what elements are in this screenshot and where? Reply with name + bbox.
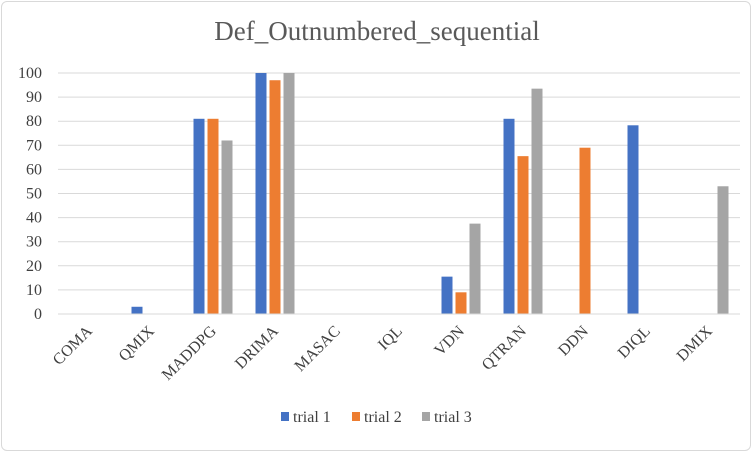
chart-title: Def_Outnumbered_sequential xyxy=(214,16,539,46)
y-tick-label: 90 xyxy=(26,89,42,106)
bar-vdn-trial-3 xyxy=(469,223,481,314)
y-tick-label: 10 xyxy=(26,282,42,299)
x-category-label: DDN xyxy=(555,322,592,359)
bar-qmix-trial-1 xyxy=(131,306,143,314)
x-category-label: DRIMA xyxy=(232,322,282,372)
legend-swatch-trial-3 xyxy=(422,412,430,421)
y-tick-label: 50 xyxy=(26,186,42,203)
x-category-label: QMIX xyxy=(116,322,159,365)
x-category-label: MASAC xyxy=(292,323,344,375)
y-tick-label: 80 xyxy=(26,113,42,130)
bar-maddpg-trial-1 xyxy=(193,118,205,314)
x-category-label: IQL xyxy=(375,323,406,354)
y-tick-label: 60 xyxy=(26,161,42,178)
bar-diql-trial-1 xyxy=(627,125,639,314)
bar-drima-trial-3 xyxy=(283,73,295,314)
x-axis-labels: COMA QMIX MADDPG DRIMA MASAC IQL VDN QTRAN DDN DI… xyxy=(50,322,716,383)
x-category-label: DMIX xyxy=(674,322,717,365)
y-tick-label: 30 xyxy=(26,234,42,251)
y-tick-label: 70 xyxy=(26,137,42,154)
y-axis-ticks: 0 10 20 30 40 50 60 70 80 90 100 xyxy=(18,65,42,323)
bar-maddpg-trial-3 xyxy=(221,140,233,314)
x-category-label: COMA xyxy=(50,322,96,368)
bar-dmix-trial-3 xyxy=(717,186,729,314)
bar-maddpg-trial-2 xyxy=(207,118,219,314)
bar-vdn-trial-1 xyxy=(441,276,453,314)
legend-label: trial 1 xyxy=(293,409,331,426)
x-category-label: VDN xyxy=(431,322,468,359)
y-tick-label: 0 xyxy=(34,306,42,323)
grid-lines xyxy=(58,72,740,291)
bar-qtran-trial-2 xyxy=(517,156,529,314)
bar-qtran-trial-1 xyxy=(503,118,515,314)
legend-label: trial 2 xyxy=(364,409,402,426)
bar-drima-trial-2 xyxy=(269,80,281,314)
bar-ddn-trial-2 xyxy=(579,147,591,314)
bar-vdn-trial-2 xyxy=(455,292,467,314)
legend-label: trial 3 xyxy=(434,409,472,426)
legend-swatch-trial-2 xyxy=(352,412,360,421)
legend: trial 1 trial 2 trial 3 xyxy=(281,409,472,426)
y-tick-label: 20 xyxy=(26,258,42,275)
x-category-label: MADDPG xyxy=(159,322,220,383)
x-category-label: QTRAN xyxy=(479,322,530,373)
bar-qtran-trial-3 xyxy=(531,88,543,314)
bar-drima-trial-1 xyxy=(255,73,267,314)
bars xyxy=(131,73,729,314)
y-tick-label: 40 xyxy=(26,210,42,227)
x-category-label: DIQL xyxy=(615,323,654,362)
y-tick-label: 100 xyxy=(18,65,42,82)
legend-swatch-trial-1 xyxy=(281,412,289,421)
